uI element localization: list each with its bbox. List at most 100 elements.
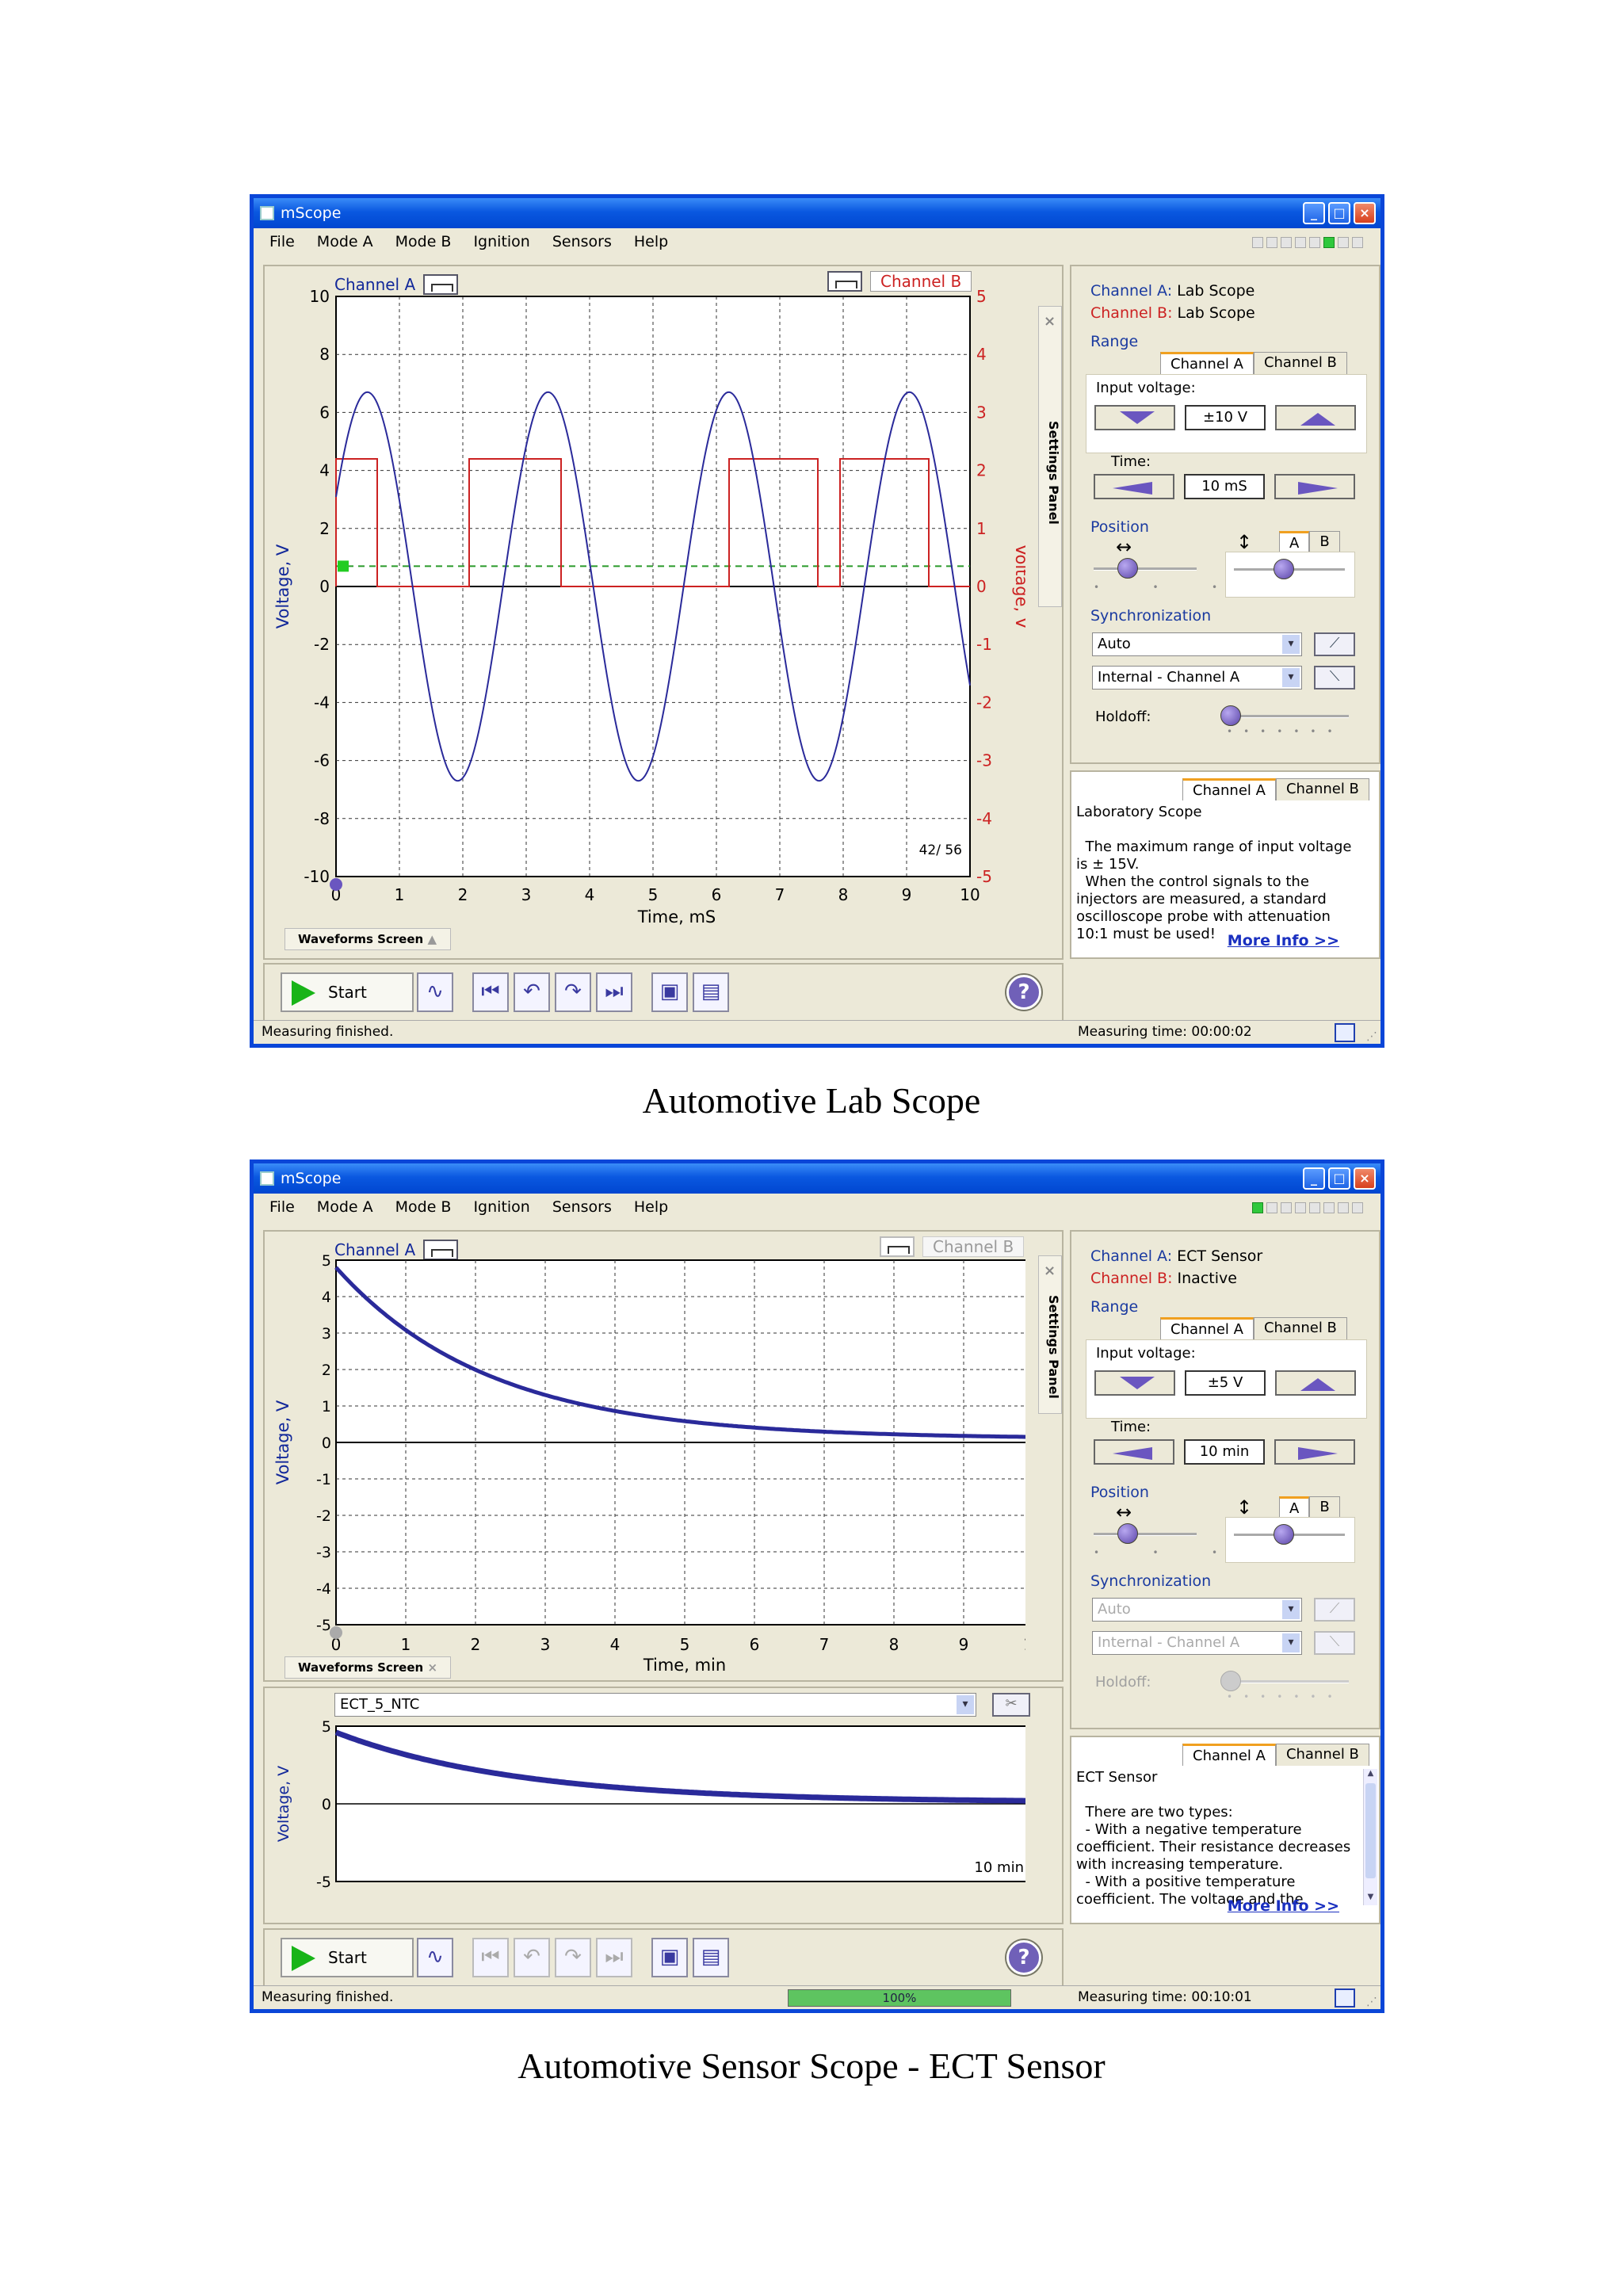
minimize-button[interactable]: _ (1303, 202, 1325, 224)
channel-a-probe-icon[interactable] (423, 1240, 459, 1260)
info-tab-channel-a[interactable]: Channel A (1182, 1744, 1276, 1766)
horizontal-position-knob[interactable] (1117, 1523, 1138, 1544)
maximize-button[interactable]: □ (1328, 202, 1350, 224)
holdoff-slider[interactable] (1222, 715, 1349, 718)
menu-mode-a[interactable]: Mode A (316, 233, 373, 250)
start-button[interactable]: Start (281, 1938, 414, 1977)
menu-mode-a[interactable]: Mode A (316, 1198, 373, 1216)
range-tab-channel-a[interactable]: Channel A (1160, 352, 1254, 374)
clear-icon[interactable]: ✂ (992, 1693, 1030, 1717)
menu-ignition[interactable]: Ignition (473, 233, 530, 250)
channel-a-probe-icon[interactable] (423, 274, 459, 295)
vertical-position-knob[interactable] (1274, 1524, 1294, 1545)
range-tab-channel-b[interactable]: Channel B (1253, 352, 1347, 374)
voltage-down-button[interactable] (1094, 1370, 1175, 1396)
voltage-up-button[interactable] (1275, 1370, 1356, 1396)
channel-a-header[interactable]: Channel A (334, 1240, 459, 1260)
sync-source-select[interactable]: Internal - Channel A (1092, 666, 1302, 690)
sync-mode-select[interactable]: Auto (1092, 1598, 1302, 1622)
horizontal-position-slider[interactable] (1094, 567, 1197, 571)
waveforms-screen-tab[interactable]: Waveforms Screen ▲ (285, 928, 451, 950)
save-icon[interactable]: ▣ (651, 972, 688, 1012)
status-window-icon[interactable] (1335, 1988, 1355, 2008)
position-tab-a[interactable]: A (1279, 1496, 1310, 1519)
menu-mode-b[interactable]: Mode B (395, 233, 452, 250)
close-tab-icon[interactable]: × (427, 1660, 438, 1675)
maximize-button[interactable]: □ (1328, 1167, 1350, 1190)
range-tab-channel-a[interactable]: Channel A (1160, 1317, 1254, 1339)
menu-ignition[interactable]: Ignition (473, 1198, 530, 1216)
menu-help[interactable]: Help (633, 233, 669, 250)
help-icon[interactable]: ? (1006, 975, 1041, 1010)
time-increase-button[interactable] (1274, 1439, 1355, 1465)
close-icon[interactable]: × (1044, 313, 1056, 330)
scroll-thumb[interactable] (1365, 1783, 1376, 1878)
resize-grip-icon[interactable]: ⋰ (1366, 1996, 1377, 2008)
menu-sensors[interactable]: Sensors (552, 1198, 612, 1216)
undo-icon[interactable]: ↶ (514, 1938, 550, 1977)
save-as-icon[interactable]: ▤ (693, 972, 729, 1012)
first-frame-icon[interactable]: ⏮ (472, 972, 509, 1012)
resize-grip-icon[interactable]: ⋰ (1366, 1030, 1377, 1043)
settings-panel-tab[interactable]: × Settings Panel (1038, 306, 1062, 607)
channel-b-probe-icon[interactable] (827, 271, 862, 292)
undo-icon[interactable]: ↶ (514, 972, 550, 1012)
position-tab-b[interactable]: B (1309, 531, 1340, 553)
close-icon[interactable]: × (1044, 1263, 1056, 1279)
voltage-down-button[interactable] (1094, 405, 1175, 430)
waveforms-screen-tab[interactable]: Waveforms Screen × (285, 1656, 451, 1679)
menu-file[interactable]: File (269, 1198, 295, 1216)
horizontal-position-slider[interactable] (1094, 1533, 1197, 1536)
menu-sensors[interactable]: Sensors (552, 233, 612, 250)
channel-a-header[interactable]: Channel A (334, 274, 459, 295)
holdoff-knob[interactable] (1220, 1671, 1241, 1691)
settings-panel-tab[interactable]: × Settings Panel (1038, 1255, 1062, 1414)
sync-source-select[interactable]: Internal - Channel A (1092, 1631, 1302, 1655)
redo-icon[interactable]: ↷ (555, 972, 591, 1012)
waveform-icon[interactable]: ∿ (417, 1938, 453, 1977)
close-button[interactable]: × (1354, 1167, 1376, 1190)
horizontal-position-knob[interactable] (1117, 558, 1138, 579)
info-tab-channel-b[interactable]: Channel B (1275, 778, 1369, 800)
last-frame-icon[interactable]: ⏭ (596, 972, 632, 1012)
more-info-link[interactable]: More Info >> (1227, 1897, 1339, 1915)
minimize-button[interactable]: _ (1303, 1167, 1325, 1190)
channel-b-probe-icon[interactable] (880, 1236, 915, 1257)
info-tab-channel-b[interactable]: Channel B (1275, 1744, 1369, 1766)
time-decrease-button[interactable] (1094, 1439, 1174, 1465)
holdoff-knob[interactable] (1220, 705, 1241, 726)
rising-edge-button[interactable]: ⟋ (1314, 632, 1355, 656)
save-icon[interactable]: ▣ (651, 1938, 688, 1977)
more-info-link[interactable]: More Info >> (1227, 932, 1339, 949)
menu-file[interactable]: File (269, 233, 295, 250)
position-tab-a[interactable]: A (1279, 531, 1310, 553)
vertical-position-knob[interactable] (1274, 559, 1294, 579)
channel-b-header[interactable]: Channel B (880, 1236, 1025, 1257)
first-frame-icon[interactable]: ⏮ (472, 1938, 509, 1977)
position-tab-b[interactable]: B (1309, 1496, 1340, 1519)
help-icon[interactable]: ? (1006, 1940, 1041, 1975)
time-decrease-button[interactable] (1094, 474, 1174, 499)
sync-mode-select[interactable]: Auto (1092, 632, 1302, 656)
menu-help[interactable]: Help (633, 1198, 669, 1216)
info-scrollbar[interactable]: ▲ ▼ (1363, 1769, 1377, 1905)
lab-scope-chart[interactable]: 10 8 6 4 2 0 -2 -4 -6 -8 -10 5 4 3 2 10 -1 -2 -3 -4 -5 0 1 2 3 4 5… (265, 266, 1025, 932)
overview-chart[interactable]: 5 0 -5 Voltage, V 10 min (265, 1688, 1025, 1918)
last-frame-icon[interactable]: ⏭ (596, 1938, 632, 1977)
collapse-icon[interactable]: ▲ (427, 932, 437, 946)
time-increase-button[interactable] (1274, 474, 1355, 499)
scroll-down-icon[interactable]: ▼ (1367, 1893, 1374, 1901)
voltage-up-button[interactable] (1275, 405, 1356, 430)
info-tab-channel-a[interactable]: Channel A (1182, 778, 1276, 800)
status-window-icon[interactable] (1335, 1023, 1355, 1042)
falling-edge-button[interactable]: ⟍ (1314, 1631, 1355, 1655)
sensor-select[interactable]: ECT_5_NTC (334, 1693, 976, 1717)
waveform-icon[interactable]: ∿ (417, 972, 453, 1012)
holdoff-slider[interactable] (1222, 1680, 1349, 1683)
scroll-up-icon[interactable]: ▲ (1367, 1769, 1374, 1778)
save-as-icon[interactable]: ▤ (693, 1938, 729, 1977)
start-button[interactable]: Start (281, 972, 414, 1012)
redo-icon[interactable]: ↷ (555, 1938, 591, 1977)
range-tab-channel-b[interactable]: Channel B (1253, 1317, 1347, 1339)
